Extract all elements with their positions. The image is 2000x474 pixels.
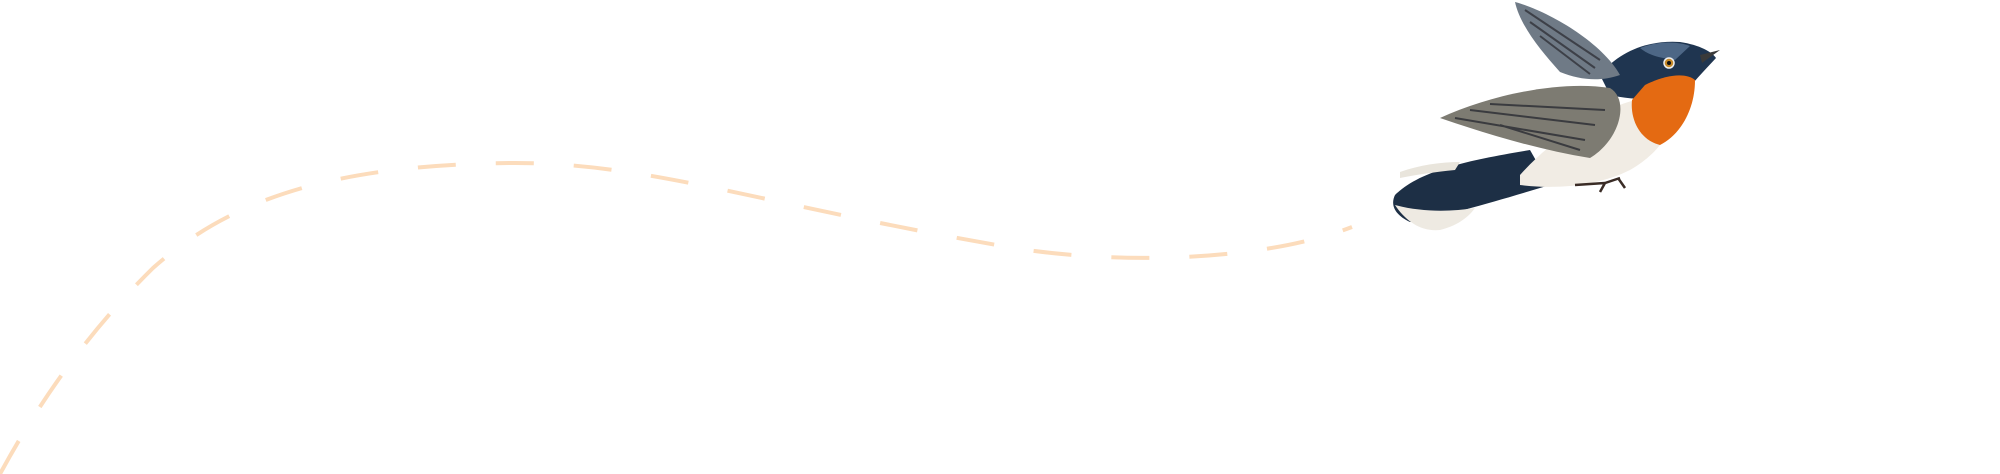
bird-tail-tip: [1395, 205, 1475, 231]
bird-beak: [1700, 50, 1720, 63]
bird-throat: [1631, 75, 1695, 145]
bird-image: [1393, 2, 1720, 231]
bird-tail: [1393, 150, 1550, 222]
bird-foot: [1574, 176, 1627, 193]
bird-lower-wing: [1440, 85, 1621, 158]
dashed-flight-path: [0, 160, 1353, 474]
